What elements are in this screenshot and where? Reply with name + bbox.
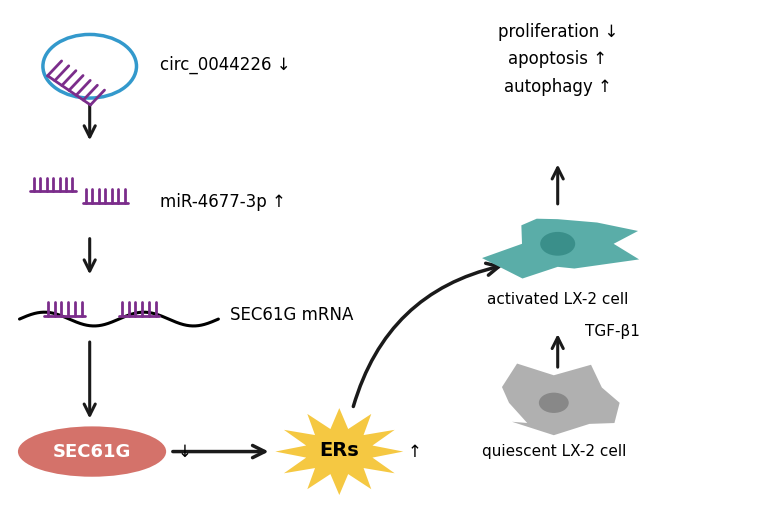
Circle shape	[539, 393, 569, 413]
Text: autophagy ↑: autophagy ↑	[504, 78, 612, 96]
Ellipse shape	[18, 426, 166, 477]
Text: miR-4677-3p ↑: miR-4677-3p ↑	[160, 193, 285, 211]
Text: apoptosis ↑: apoptosis ↑	[508, 50, 608, 68]
Polygon shape	[482, 219, 639, 278]
Circle shape	[541, 232, 575, 255]
Text: proliferation ↓: proliferation ↓	[498, 23, 618, 41]
Text: SEC61G mRNA: SEC61G mRNA	[230, 306, 353, 324]
Polygon shape	[502, 364, 619, 435]
Text: SEC61G: SEC61G	[53, 443, 131, 461]
Text: activated LX-2 cell: activated LX-2 cell	[487, 292, 629, 306]
Polygon shape	[275, 408, 403, 495]
Text: quiescent LX-2 cell: quiescent LX-2 cell	[481, 444, 626, 458]
Text: TGF-β1: TGF-β1	[585, 324, 640, 339]
Text: circ_0044226 ↓: circ_0044226 ↓	[160, 56, 290, 74]
Text: ERs: ERs	[320, 441, 359, 460]
Text: ↓: ↓	[178, 443, 192, 461]
Text: ↑: ↑	[407, 443, 421, 461]
